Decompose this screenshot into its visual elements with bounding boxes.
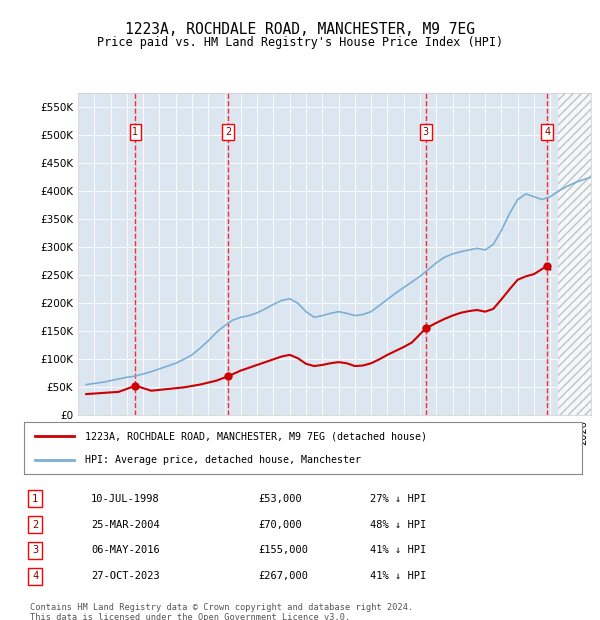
Text: £53,000: £53,000 bbox=[259, 494, 302, 503]
Text: 27-OCT-2023: 27-OCT-2023 bbox=[91, 572, 160, 582]
Text: 1223A, ROCHDALE ROAD, MANCHESTER, M9 7EG: 1223A, ROCHDALE ROAD, MANCHESTER, M9 7EG bbox=[125, 22, 475, 37]
Text: 27% ↓ HPI: 27% ↓ HPI bbox=[370, 494, 426, 503]
Text: £70,000: £70,000 bbox=[259, 520, 302, 529]
Text: 2: 2 bbox=[32, 520, 38, 529]
Text: 41% ↓ HPI: 41% ↓ HPI bbox=[370, 546, 426, 556]
Text: Price paid vs. HM Land Registry's House Price Index (HPI): Price paid vs. HM Land Registry's House … bbox=[97, 36, 503, 49]
Text: Contains HM Land Registry data © Crown copyright and database right 2024.
This d: Contains HM Land Registry data © Crown c… bbox=[30, 603, 413, 620]
Text: £155,000: £155,000 bbox=[259, 546, 308, 556]
Text: 41% ↓ HPI: 41% ↓ HPI bbox=[370, 572, 426, 582]
Text: 3: 3 bbox=[422, 126, 429, 136]
Text: 06-MAY-2016: 06-MAY-2016 bbox=[91, 546, 160, 556]
Text: 2: 2 bbox=[225, 126, 232, 136]
Text: HPI: Average price, detached house, Manchester: HPI: Average price, detached house, Manc… bbox=[85, 454, 361, 464]
Text: 1223A, ROCHDALE ROAD, MANCHESTER, M9 7EG (detached house): 1223A, ROCHDALE ROAD, MANCHESTER, M9 7EG… bbox=[85, 432, 427, 441]
Text: 4: 4 bbox=[544, 126, 550, 136]
Text: 25-MAR-2004: 25-MAR-2004 bbox=[91, 520, 160, 529]
Bar bbox=[559, 93, 591, 415]
Text: 1: 1 bbox=[32, 494, 38, 503]
Text: 48% ↓ HPI: 48% ↓ HPI bbox=[370, 520, 426, 529]
Text: 1: 1 bbox=[133, 126, 139, 136]
Text: 4: 4 bbox=[32, 572, 38, 582]
Text: 10-JUL-1998: 10-JUL-1998 bbox=[91, 494, 160, 503]
Text: £267,000: £267,000 bbox=[259, 572, 308, 582]
Text: 3: 3 bbox=[32, 546, 38, 556]
